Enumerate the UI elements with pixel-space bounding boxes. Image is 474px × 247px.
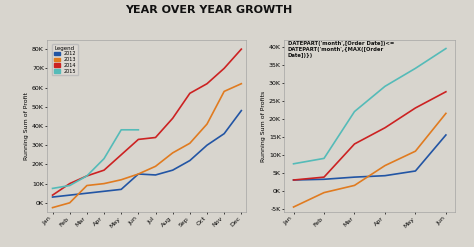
- Y-axis label: Running Sum of Profit: Running Sum of Profit: [24, 92, 29, 160]
- Text: DATEPART('month',[Order Date])<=
DATEPART('month',{MAX([Order
Date])}): DATEPART('month',[Order Date])<= DATEPAR…: [288, 41, 394, 58]
- Legend: 2012, 2013, 2014, 2015: 2012, 2013, 2014, 2015: [52, 44, 78, 76]
- Text: YEAR OVER YEAR GROWTH: YEAR OVER YEAR GROWTH: [125, 5, 292, 15]
- Y-axis label: Running Sum of Profits: Running Sum of Profits: [261, 90, 266, 162]
